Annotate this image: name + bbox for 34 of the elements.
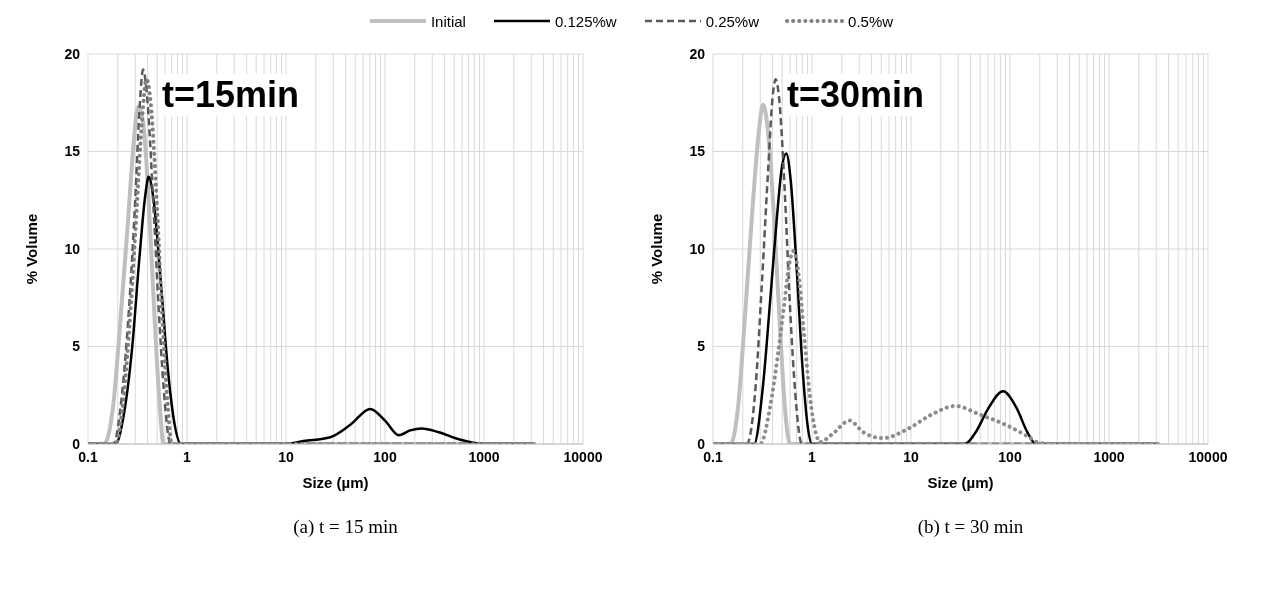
- y-tick-label: 10: [689, 240, 706, 257]
- x-tick-label: 1: [183, 448, 192, 465]
- y-tick-label: 5: [697, 338, 706, 355]
- x-axis-title: Size (µm): [927, 474, 994, 491]
- legend-label: Initial: [430, 12, 466, 30]
- y-tick-label: 20: [689, 45, 706, 62]
- y-tick-label: 5: [72, 338, 81, 355]
- x-tick-label: 0.1: [78, 448, 98, 465]
- x-tick-label: 1: [808, 448, 817, 465]
- text: t=30min: [783, 74, 929, 116]
- y-axis-title: % Volume: [648, 213, 666, 285]
- y-tick-label: 15: [64, 143, 81, 160]
- legend-label: 0.25%w: [705, 12, 760, 30]
- y-axis-title: % Volume: [23, 213, 41, 285]
- legend-label: 0.125%w: [554, 12, 617, 30]
- y-tick-label: 15: [689, 143, 706, 160]
- x-tick-label: 10: [903, 448, 919, 465]
- x-axis-title: Size (µm): [302, 474, 369, 491]
- x-tick-label: 100: [373, 448, 397, 465]
- x-tick-label: 10000: [1188, 448, 1228, 465]
- y-tick-label: 0: [697, 435, 706, 452]
- x-tick-label: 100: [998, 448, 1022, 465]
- x-tick-label: 1000: [1093, 448, 1125, 465]
- x-tick-label: 0.1: [703, 448, 723, 465]
- y-tick-label: 10: [64, 240, 81, 257]
- text: (a) t = 15 min: [292, 516, 399, 538]
- x-tick-label: 1000: [468, 448, 500, 465]
- legend-label: 0.5%w: [848, 12, 894, 30]
- y-tick-label: 0: [72, 435, 81, 452]
- text: t=15min: [158, 74, 304, 116]
- text: (b) t = 30 min: [916, 516, 1025, 538]
- x-tick-label: 10: [278, 448, 294, 465]
- y-tick-label: 20: [64, 45, 81, 62]
- x-tick-label: 10000: [563, 448, 603, 465]
